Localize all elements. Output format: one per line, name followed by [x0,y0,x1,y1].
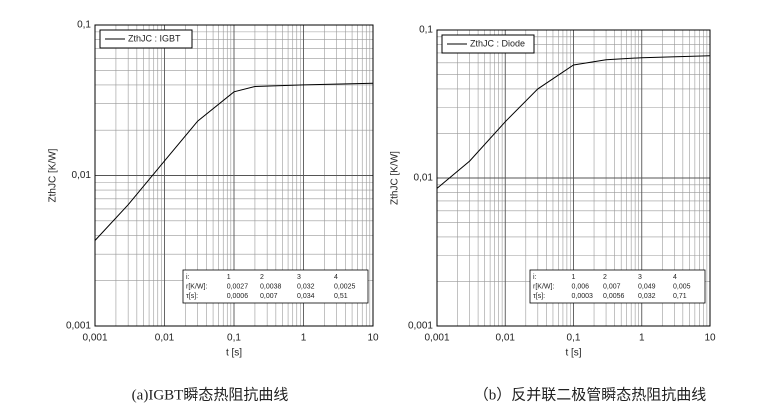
x-tick-label: 0,1 [227,333,241,344]
table-cell: 0,034 [297,293,315,300]
table-cell: 1 [227,274,231,281]
table-cell: 2 [260,274,264,281]
line-series [436,55,711,189]
y-tick-label: 0,01 [414,173,434,184]
x-tick-label: 1 [639,333,645,344]
table-cell: i: [533,274,537,281]
table-cell: 0,006 [572,283,590,290]
x-tick-label: 1 [301,333,307,344]
table-cell: 2 [603,274,607,281]
table-cell: 0,0056 [603,293,625,300]
y-tick-label: 0,01 [72,170,92,181]
y-tick-label: 0,001 [408,321,433,332]
table-cell: 0,0006 [227,293,249,300]
y-tick-label: 0,1 [419,25,433,36]
table-cell: 0,51 [334,293,348,300]
table-cell: r[K/W]: [533,283,554,290]
table-cell: 0,007 [603,283,621,290]
table-cell: 4 [673,274,677,281]
caption: (a)IGBT瞬态热阻抗曲线 [132,386,289,403]
table-cell: 0,007 [260,293,278,300]
x-tick-label: 0,01 [155,333,175,344]
x-tick-label: 10 [704,333,716,344]
plot-border [436,29,711,327]
table-cell: 1 [572,274,576,281]
x-tick-label: 10 [367,333,379,344]
table-cell: 4 [334,274,338,281]
x-axis-label: t [s] [226,348,242,359]
table-cell: 3 [297,274,301,281]
table-cell: 0,0003 [572,293,594,300]
x-tick-label: 0,01 [496,333,516,344]
table-cell: τ[s]: [186,293,198,300]
table-cell: 0,032 [638,293,656,300]
y-axis-label: ZthJC [K/W] [390,151,401,205]
x-tick-label: 0,1 [567,333,581,344]
table-cell: 0,71 [673,293,687,300]
table-cell: 0,005 [673,283,691,290]
y-axis-label: ZthJC [K/W] [48,148,59,202]
table-cell: 0,049 [638,283,656,290]
line-series [94,82,374,241]
legend-box [441,34,535,54]
table-cell: 0,0038 [260,283,282,290]
x-tick-label: 0,001 [82,333,107,344]
caption: （b）反并联二极管瞬态热阻抗曲线 [474,386,707,403]
parameter-table [182,269,369,304]
table-cell: 3 [638,274,642,281]
y-tick-label: 0,001 [66,321,91,332]
table-cell: τ[s]: [533,293,545,300]
table-cell: 0,0025 [334,283,356,290]
x-axis-label: t [s] [565,348,581,359]
legend-label: ZthJC : Diode [470,38,525,48]
legend-box [99,29,193,49]
plot-border [94,24,374,327]
x-tick-label: 0,001 [424,333,449,344]
table-cell: r[K/W]: [186,283,207,290]
table-cell: 0,032 [297,283,315,290]
parameter-table [529,269,706,304]
legend-label: ZthJC : IGBT [128,33,181,43]
table-cell: 0,0027 [227,283,249,290]
y-tick-label: 0,1 [77,20,91,31]
table-cell: i: [186,274,190,281]
